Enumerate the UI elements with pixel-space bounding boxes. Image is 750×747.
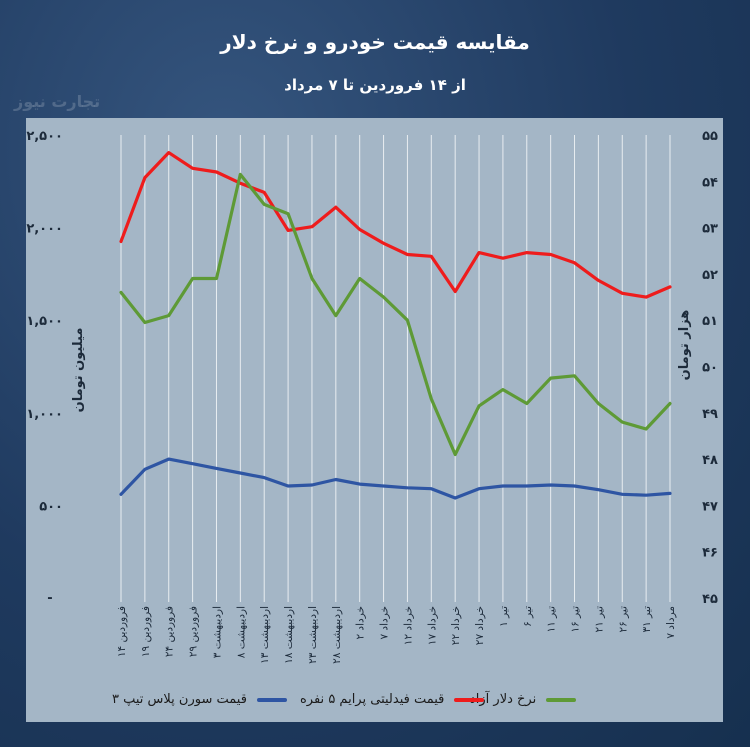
right-tick-label-10: ۵۵	[702, 129, 718, 144]
left-tick-label-3: ۲,۰۰۰	[26, 222, 63, 237]
left-tick-label-4: ۲,۵۰۰	[26, 129, 63, 144]
x-tick-label-13: ۱۷ خرداد	[426, 606, 438, 645]
series-line-0	[119, 457, 672, 500]
right-tick-label-9: ۵۴	[702, 175, 718, 190]
right-tick-label-7: ۵۲	[702, 268, 718, 283]
x-tick-label-10: ۲ خرداد	[355, 606, 367, 640]
legend-swatch-soren	[256, 697, 287, 702]
legend-swatch-dollar	[546, 697, 577, 702]
x-tick-label-4: ۳ اردیبهشت	[211, 606, 223, 658]
x-tick-label-7: ۱۸ اردیبهشت	[283, 606, 295, 664]
left-tick-label-1: ۱,۰۰۰	[26, 407, 63, 422]
x-tick-label-5: ۸ اردیبهشت	[235, 606, 247, 658]
x-tick-label-16: ۱ تیر	[498, 606, 510, 627]
x-tick-label-23: ۷ مرداد	[665, 606, 677, 639]
left-tick-zero-dash: -	[47, 591, 52, 606]
x-tick-label-8: ۲۳ اردیبهشت	[307, 606, 319, 664]
x-tick-label-12: ۱۲ خرداد	[402, 606, 414, 645]
chart-title: مقایسه قیمت خودرو و نرخ دلار	[220, 30, 530, 54]
legend-label-fidelity: قیمت فیدلیتی پرایم ۵ نفره	[300, 692, 445, 707]
legend: نرخ دلار آزاد قیمت فیدلیتی پرایم ۵ نفره …	[0, 688, 750, 718]
x-tick-label-9: ۲۸ اردیبهشت	[331, 606, 343, 664]
x-tick-label-22: ۳۱ تیر	[641, 606, 653, 633]
x-tick-label-19: ۱۶ تیر	[570, 606, 582, 633]
series-line-2	[119, 172, 672, 457]
right-tick-label-4: ۴۹	[702, 407, 718, 422]
x-tick-label-15: ۲۷ خرداد	[474, 606, 486, 645]
right-tick-label-0: ۴۵	[702, 592, 718, 607]
legend-swatch-fidelity	[454, 697, 485, 702]
x-tick-label-1: ۱۹ فروردین	[140, 606, 152, 657]
x-tick-label-14: ۲۲ خرداد	[450, 606, 462, 645]
legend-item-dollar: نرخ دلار آزاد	[470, 692, 577, 707]
right-axis-ticks: ۴۵ ۴۶ ۴۷ ۴۸ ۴۹ ۵۰ ۵۱ ۵۲ ۵۳ ۵۴ ۵۵	[702, 129, 718, 607]
legend-item-soren: قیمت سورن پلاس تیپ ۳	[112, 692, 287, 707]
right-tick-label-1: ۴۶	[702, 546, 718, 561]
x-tick-label-0: ۱۴ فروردین	[116, 606, 128, 657]
left-axis-label: میلیون تومان	[71, 328, 86, 413]
right-tick-label-6: ۵۱	[702, 314, 718, 329]
legend-panel	[26, 680, 723, 722]
left-tick-label-2: ۱,۵۰۰	[26, 314, 63, 329]
x-axis-ticks: ۱۴ فروردین ۱۹ فروردین ۲۴ فروردین ۲۹ فروردین…	[116, 606, 677, 664]
series-lines	[119, 151, 672, 500]
legend-item-fidelity: قیمت فیدلیتی پرایم ۵ نفره	[300, 692, 485, 707]
x-tick-label-3: ۲۹ فروردین	[188, 606, 200, 657]
chart-subtitle: از ۱۴ فروردین تا ۷ مرداد	[284, 76, 466, 94]
right-tick-label-2: ۴۷	[702, 499, 718, 514]
x-tick-label-18: ۱۱ تیر	[546, 606, 558, 633]
plot-panel	[26, 118, 723, 680]
legend-label-dollar: نرخ دلار آزاد	[470, 692, 537, 707]
right-tick-label-5: ۵۰	[702, 361, 718, 376]
left-tick-label-0: ۵۰۰	[39, 499, 63, 514]
x-tick-label-2: ۲۴ فروردین	[164, 606, 176, 657]
watermark-text: تجارت نیوز	[14, 92, 101, 111]
right-axis-label: هزار تومان	[677, 310, 692, 381]
x-tick-label-21: ۲۶ تیر	[617, 606, 629, 633]
legend-label-soren: قیمت سورن پلاس تیپ ۳	[112, 692, 247, 707]
right-tick-label-8: ۵۳	[702, 222, 718, 237]
series-line-1	[119, 151, 672, 299]
x-tick-label-20: ۲۱ تیر	[593, 606, 605, 633]
left-axis-ticks: ۵۰۰ ۱,۰۰۰ ۱,۵۰۰ ۲,۰۰۰ ۲,۵۰۰ -	[26, 129, 63, 606]
x-tick-label-17: ۶ تیر	[522, 606, 534, 627]
x-tick-label-11: ۷ خرداد	[379, 606, 391, 640]
right-tick-label-3: ۴۸	[702, 453, 718, 468]
x-tick-label-6: ۱۳ اردیبهشت	[259, 606, 271, 664]
grid-lines	[120, 135, 671, 602]
